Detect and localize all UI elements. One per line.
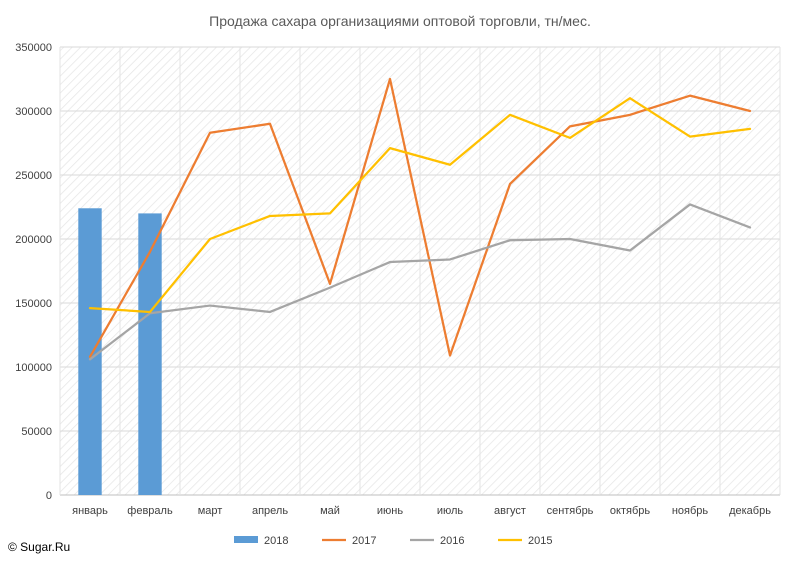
line-series-2016	[88, 203, 752, 361]
line-series-2017	[88, 77, 752, 358]
bar-2018-январь	[78, 208, 102, 495]
line-series-2015	[88, 97, 752, 314]
x-axis-ticks: январь февраль март апрель май июнь июль август…	[72, 505, 771, 517]
bar-2018-февраль	[138, 213, 162, 495]
x-tick-label: декабрь	[729, 505, 771, 517]
x-tick-label: апрель	[252, 505, 288, 517]
x-tick-label: октябрь	[610, 505, 650, 517]
legend-label-2018: 2018	[264, 535, 288, 547]
copyright-text: © Sugar.Ru	[8, 540, 70, 554]
y-tick-label: 50000	[21, 426, 52, 438]
y-tick-label: 150000	[15, 298, 52, 310]
y-tick-label: 0	[46, 490, 52, 502]
x-tick-label: июль	[437, 505, 464, 517]
legend: 2018 2017 2016 2015	[234, 535, 552, 547]
legend-swatch-2018	[234, 536, 258, 543]
x-tick-label: июнь	[377, 505, 403, 517]
y-tick-label: 200000	[15, 234, 52, 246]
y-tick-label: 300000	[15, 106, 52, 118]
x-tick-label: август	[494, 505, 526, 517]
legend-label-2016: 2016	[440, 535, 464, 547]
x-tick-label: март	[198, 505, 223, 517]
line-series	[88, 77, 752, 361]
bar-series	[78, 208, 162, 495]
legend-label-2015: 2015	[528, 535, 552, 547]
y-tick-label: 100000	[15, 362, 52, 374]
legend-label-2017: 2017	[352, 535, 376, 547]
x-tick-label: май	[320, 505, 340, 517]
gridlines	[59, 46, 781, 496]
y-tick-label: 250000	[15, 170, 52, 182]
chart-title: Продажа сахара организациями оптовой тор…	[209, 13, 591, 29]
x-tick-label: февраль	[127, 505, 173, 517]
y-axis-ticks: 0 50000 100000 150000 200000 250000 300000 3500…	[15, 42, 52, 502]
y-tick-label: 350000	[15, 42, 52, 54]
x-tick-label: ноябрь	[672, 505, 709, 517]
x-tick-label: сентябрь	[547, 505, 594, 517]
x-tick-label: январь	[72, 505, 108, 517]
